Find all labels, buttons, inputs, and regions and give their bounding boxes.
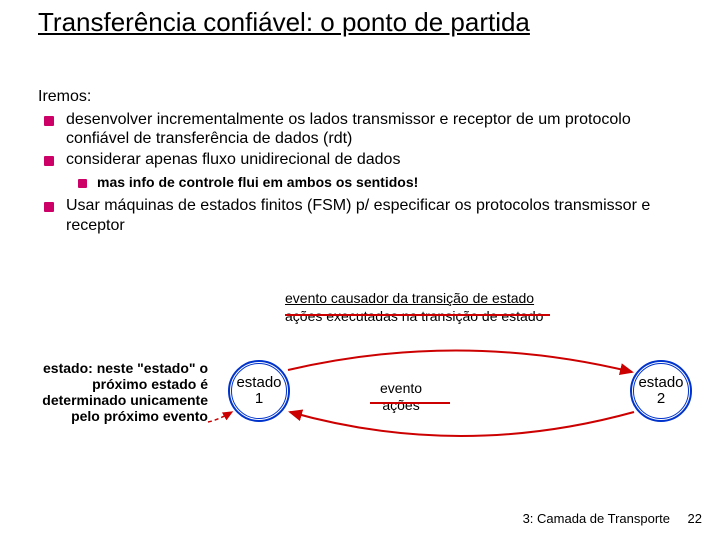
- bullet-text: desenvolver incrementalmente os lados tr…: [66, 110, 684, 148]
- transition-action: ações: [380, 397, 422, 414]
- state-inner-ring: [231, 363, 287, 419]
- event-legend-line1: evento causador da transição de estado: [285, 290, 543, 308]
- state-description: estado: neste "estado" o próximo estado …: [28, 360, 208, 424]
- bullet-icon: [44, 156, 54, 166]
- event-legend-line2: ações executadas na transição de estado: [285, 308, 543, 326]
- fsm-diagram: [0, 0, 720, 540]
- transition-event: evento: [380, 380, 422, 397]
- list-item: Usar máquinas de estados finitos (FSM) p…: [44, 196, 684, 234]
- footer-page-number: 22: [688, 511, 702, 526]
- footer-chapter: 3: Camada de Transporte: [523, 511, 670, 526]
- transition-divider: [370, 402, 450, 404]
- bullet-icon: [44, 202, 54, 212]
- bullet-icon: [78, 179, 87, 188]
- bullet-list: desenvolver incrementalmente os lados tr…: [44, 110, 684, 237]
- sub-bullet-text: mas info de controle flui em ambos os se…: [97, 174, 418, 191]
- list-item: desenvolver incrementalmente os lados tr…: [44, 110, 684, 148]
- state-inner-ring: [633, 363, 689, 419]
- intro-text: Iremos:: [38, 88, 91, 106]
- state-node-2: estado 2: [630, 360, 692, 422]
- bullet-text: Usar máquinas de estados finitos (FSM) p…: [66, 196, 684, 234]
- list-item: considerar apenas fluxo unidirecional de…: [44, 150, 684, 169]
- transition-label: evento ações: [380, 380, 422, 414]
- legend-divider: [285, 314, 550, 316]
- state-node-1: estado 1: [228, 360, 290, 422]
- sub-list-item: mas info de controle flui em ambos os se…: [78, 174, 684, 191]
- bullet-text: considerar apenas fluxo unidirecional de…: [66, 150, 684, 169]
- bullet-icon: [44, 116, 54, 126]
- state-label: estado:: [43, 360, 93, 376]
- event-legend: evento causador da transição de estado a…: [285, 290, 543, 325]
- page-title: Transferência confiável: o ponto de part…: [38, 8, 530, 38]
